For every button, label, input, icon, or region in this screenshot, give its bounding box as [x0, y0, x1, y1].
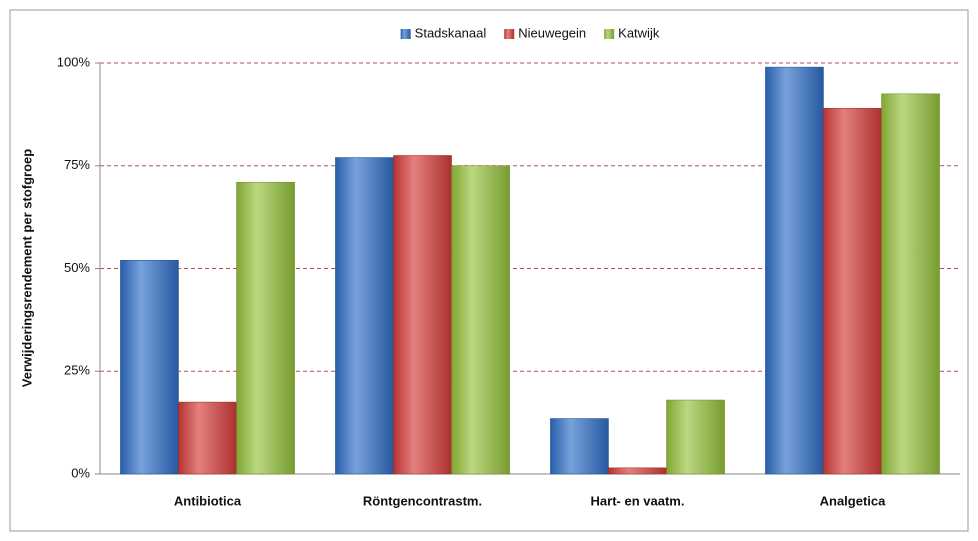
bar [393, 155, 452, 475]
x-tick-label: Analgetica [820, 493, 887, 508]
x-tick-label: Hart- en vaatm. [591, 493, 685, 508]
legend-swatch [604, 29, 615, 39]
legend-swatch [400, 29, 411, 39]
bar [765, 66, 824, 475]
x-tick-label: Antibiotica [174, 493, 242, 508]
x-tick-label: Röntgencontrastm. [363, 493, 482, 508]
legend-label: Nieuwegein [518, 25, 586, 40]
bar [823, 107, 882, 475]
bar [120, 260, 179, 475]
y-tick-label: 0% [71, 465, 90, 480]
bar [335, 157, 394, 475]
bar [881, 93, 940, 475]
legend-label: Katwijk [618, 25, 660, 40]
y-axis-label: Verwijderingsrendement per stofgroep [19, 149, 34, 387]
y-tick-label: 25% [64, 363, 90, 378]
bar [236, 181, 295, 475]
legend-swatch [504, 29, 515, 39]
legend: Stadskanaal Nieuwegein Katwijk [400, 25, 660, 40]
bar [550, 418, 609, 475]
legend-label: Stadskanaal [415, 25, 487, 40]
bar [666, 399, 725, 475]
bar [451, 165, 510, 475]
bar [608, 467, 667, 475]
bar [178, 401, 237, 475]
y-tick-label: 75% [64, 157, 90, 172]
y-tick-label: 50% [64, 260, 90, 275]
y-tick-label: 100% [57, 54, 91, 69]
